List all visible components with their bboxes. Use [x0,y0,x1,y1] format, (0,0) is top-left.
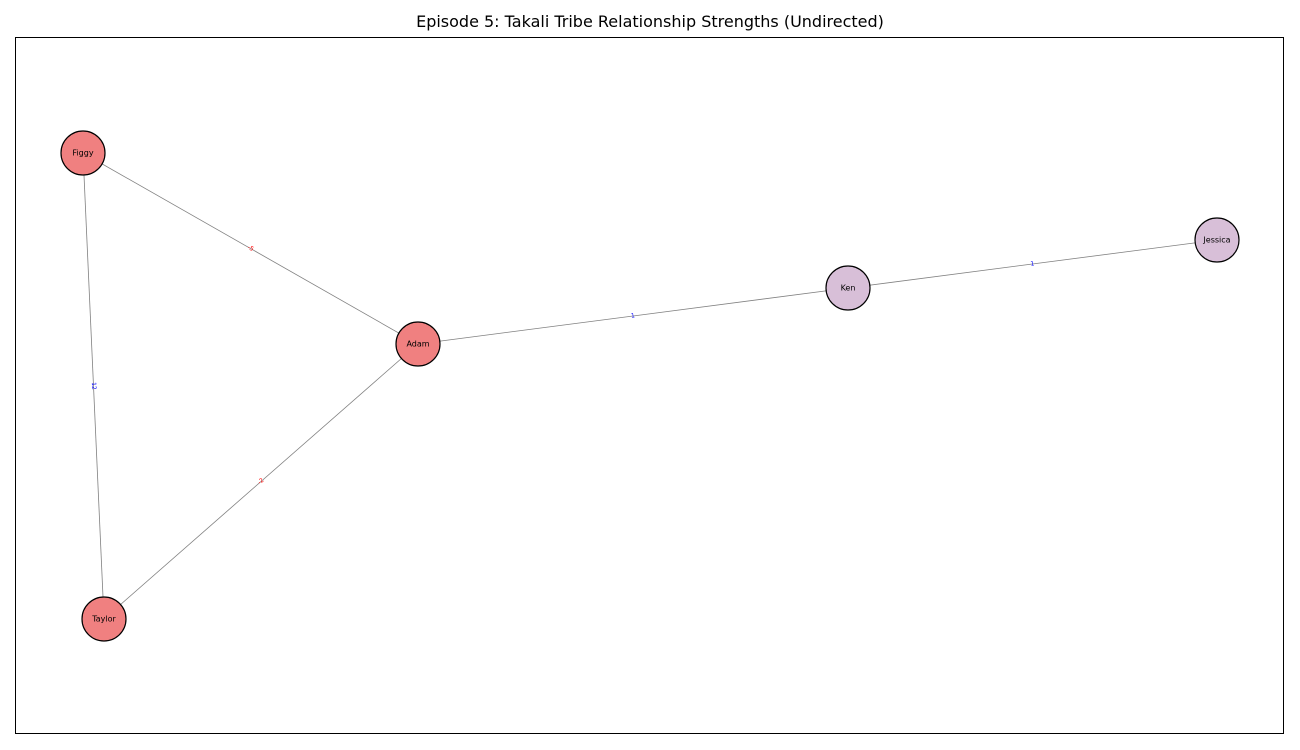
node-circle [60,130,106,176]
edge-weight-label: -2 [256,477,265,486]
edge-labels-layer: -5 12 -2 1 1 [90,244,1035,486]
node-circle [81,596,127,642]
node-circle [1194,217,1240,263]
edge-weight-label: 1 [631,312,636,319]
edge-adam-ken [417,287,849,345]
node-circle [825,265,871,311]
edge-weight-label: 12 [90,382,97,390]
edge-adam-taylor [103,343,419,620]
edge-ken-jessica [847,239,1218,289]
edge-weight-label: 1 [1030,260,1035,267]
edge-figgy-taylor [82,152,105,620]
node-adam: Adam [395,321,441,367]
node-taylor: Taylor [81,596,127,642]
node-jessica: Jessica [1194,217,1240,263]
edge-weight-label: -5 [246,244,255,253]
node-label: Ken [841,284,856,293]
chart-title: Episode 5: Takali Tribe Relationship Str… [416,12,884,31]
node-label: Figgy [72,149,93,158]
nodes-layer: Figgy Adam Taylor Ken Jessica [60,130,1240,642]
edge-figgy-adam [82,152,419,345]
node-circle [395,321,441,367]
edges-layer [82,152,1218,620]
node-label: Jessica [1202,236,1230,245]
node-figgy: Figgy [60,130,106,176]
node-label: Adam [406,340,429,349]
node-label: Taylor [91,615,116,624]
plot-frame [15,37,1284,734]
node-ken: Ken [825,265,871,311]
